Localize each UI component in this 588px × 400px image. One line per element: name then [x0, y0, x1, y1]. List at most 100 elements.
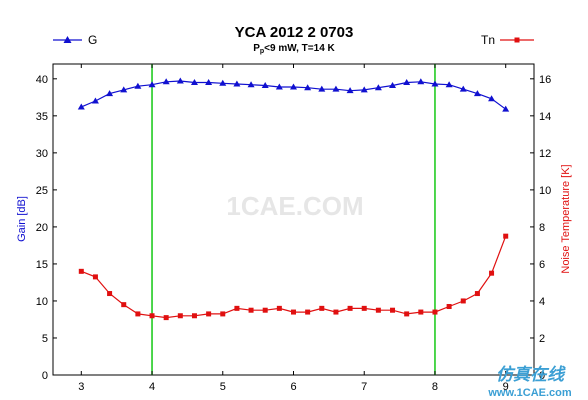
x-tick-label-6: 9 [503, 381, 509, 393]
point-Tn-3 [121, 302, 127, 308]
point-Tn-1 [92, 274, 98, 280]
subtitle-sub: p [260, 48, 264, 55]
point-G-22 [389, 81, 397, 88]
point-G-25 [431, 80, 439, 87]
x-tick-label-2: 5 [220, 381, 226, 393]
watermark-corner-bottom: www.1CAE.com [487, 387, 572, 399]
axis-ticks: 3 4 5 6 7 8 9 0 5 10 15 20 25 30 35 40 0 2 4 6 8 10 12 14 16 [36, 64, 551, 393]
point-Tn-18 [333, 309, 339, 315]
point-G-20 [360, 86, 368, 93]
point-Tn-11 [234, 305, 240, 311]
point-G-26 [445, 81, 453, 88]
y-axis-right-label: Noise Temperature [K] [560, 164, 572, 273]
legend-g-marker [63, 36, 72, 43]
point-Tn-8 [191, 313, 197, 319]
point-Tn-25 [432, 309, 438, 315]
point-Tn-10 [220, 311, 226, 317]
point-G-11 [233, 80, 241, 87]
y-left-tick-label-5: 25 [36, 185, 48, 197]
point-Tn-2 [107, 291, 113, 297]
point-Tn-15 [291, 309, 296, 315]
y-right-tick-label-1: 2 [539, 333, 545, 345]
point-Tn-19 [347, 305, 353, 311]
point-G-10 [219, 79, 227, 86]
point-Tn-13 [262, 307, 268, 313]
point-Tn-6 [163, 315, 169, 321]
point-Tn-5 [149, 313, 155, 319]
point-Tn-16 [305, 309, 311, 315]
y-right-tick-label-2: 4 [539, 296, 545, 308]
y-right-tick-label-4: 8 [539, 222, 545, 234]
subtitle-main: P [253, 43, 260, 54]
point-G-2 [106, 90, 114, 97]
y-left-tick-label-2: 10 [36, 296, 48, 308]
point-G-18 [332, 85, 340, 92]
point-Tn-4 [135, 311, 141, 317]
point-Tn-30 [503, 233, 509, 239]
y-right-tick-label-5: 10 [539, 185, 551, 197]
point-Tn-21 [375, 307, 381, 313]
point-Tn-22 [390, 307, 396, 313]
y-left-tick-label-0: 0 [42, 370, 48, 382]
subtitle-rest: <9 mW, T=14 K [264, 43, 335, 54]
legend-g: G [53, 33, 97, 47]
chart-subtitle: Pp<9 mW, T=14 K [253, 43, 335, 55]
y-right-tick-label-0: 0 [539, 370, 545, 382]
y-right-tick-label-7: 14 [539, 111, 551, 123]
x-tick-label-1: 4 [149, 381, 155, 393]
y-right-tick-label-8: 16 [539, 74, 551, 86]
legend-g-label: G [88, 33, 97, 47]
watermark-center: 1CAE.COM [226, 191, 363, 221]
y-right-tick-label-3: 6 [539, 259, 545, 271]
point-Tn-23 [404, 311, 410, 317]
watermark-corner-top: 仿真在线 [496, 365, 566, 384]
point-Tn-17 [319, 305, 325, 311]
y-right-tick-label-6: 12 [539, 148, 551, 160]
point-G-0 [77, 103, 85, 110]
point-Tn-9 [206, 311, 212, 317]
y-left-tick-label-6: 30 [36, 148, 48, 160]
y-left-tick-label-4: 20 [36, 222, 48, 234]
point-G-7 [176, 77, 184, 84]
point-G-29 [488, 95, 496, 102]
y-left-tick-label-8: 40 [36, 74, 48, 86]
plot-frame [52, 63, 535, 376]
point-G-14 [275, 83, 283, 90]
point-G-30 [502, 105, 510, 112]
point-Tn-12 [248, 307, 254, 313]
point-G-24 [417, 78, 425, 85]
point-Tn-14 [276, 305, 282, 311]
legend-tn-marker [514, 37, 520, 43]
point-G-1 [91, 97, 99, 104]
point-G-27 [459, 85, 467, 92]
point-G-8 [190, 79, 198, 86]
point-G-15 [290, 83, 297, 90]
x-tick-label-0: 3 [78, 381, 84, 393]
point-Tn-28 [474, 291, 480, 297]
legend-tn-label: Tn [481, 33, 495, 47]
y-left-tick-label-7: 35 [36, 111, 48, 123]
point-G-17 [318, 85, 326, 92]
vertical-lines [151, 64, 436, 375]
point-Tn-24 [418, 309, 424, 315]
point-Tn-27 [460, 298, 466, 304]
y-left-tick-label-1: 5 [42, 333, 48, 345]
x-tick-label-5: 8 [432, 381, 438, 393]
y-axis-left-label: Gain [dB] [16, 196, 28, 242]
point-G-3 [120, 86, 128, 93]
point-G-23 [403, 79, 411, 86]
x-tick-label-3: 6 [290, 381, 296, 393]
point-Tn-29 [489, 270, 495, 276]
point-G-4 [134, 82, 142, 89]
point-G-12 [247, 81, 255, 88]
point-G-21 [374, 84, 382, 91]
x-tick-label-4: 7 [361, 381, 367, 393]
point-G-9 [205, 79, 213, 86]
y-left-tick-label-3: 15 [36, 259, 48, 271]
chart-title: YCA 2012 2 0703 [235, 24, 354, 41]
point-Tn-20 [361, 305, 367, 311]
point-G-13 [261, 81, 269, 88]
point-Tn-26 [446, 304, 452, 310]
point-G-28 [473, 90, 481, 97]
